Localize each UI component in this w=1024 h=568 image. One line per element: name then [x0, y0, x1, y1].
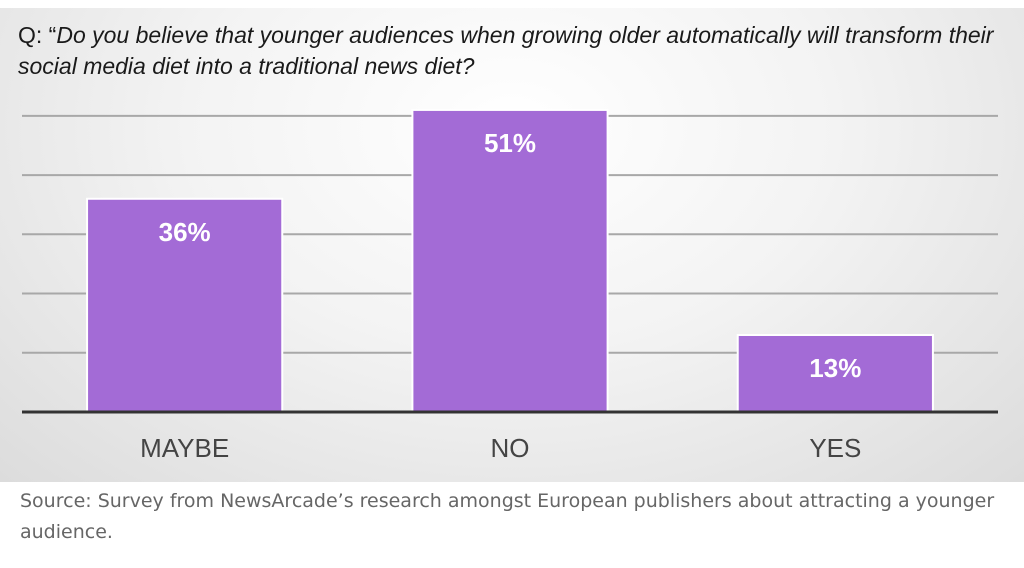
x-tick-label: NO: [491, 433, 530, 463]
bar-yes: [736, 334, 934, 413]
bar-chart: 36% 51% 13% MAYBE NO YES: [22, 108, 998, 463]
bar-no: [411, 108, 609, 414]
x-tick-label: YES: [809, 433, 861, 463]
question-text: Q: “Do you believe that younger audience…: [18, 20, 1008, 82]
chart-figure: Q: “Do you believe that younger audience…: [0, 8, 1024, 482]
bar-maybe: [86, 197, 284, 413]
question-prefix: Q: “: [18, 22, 57, 48]
bars: [86, 108, 934, 414]
x-tick-labels: MAYBE NO YES: [140, 433, 861, 463]
source-note: Source: Survey from NewsArcade’s researc…: [20, 490, 995, 543]
question-body: Do you believe that younger audiences wh…: [18, 22, 994, 79]
data-label: 51%: [484, 128, 536, 158]
data-labels: 36% 51% 13%: [159, 128, 862, 383]
data-label: 13%: [809, 353, 861, 383]
data-label: 36%: [159, 217, 211, 247]
x-tick-label: MAYBE: [140, 433, 229, 463]
